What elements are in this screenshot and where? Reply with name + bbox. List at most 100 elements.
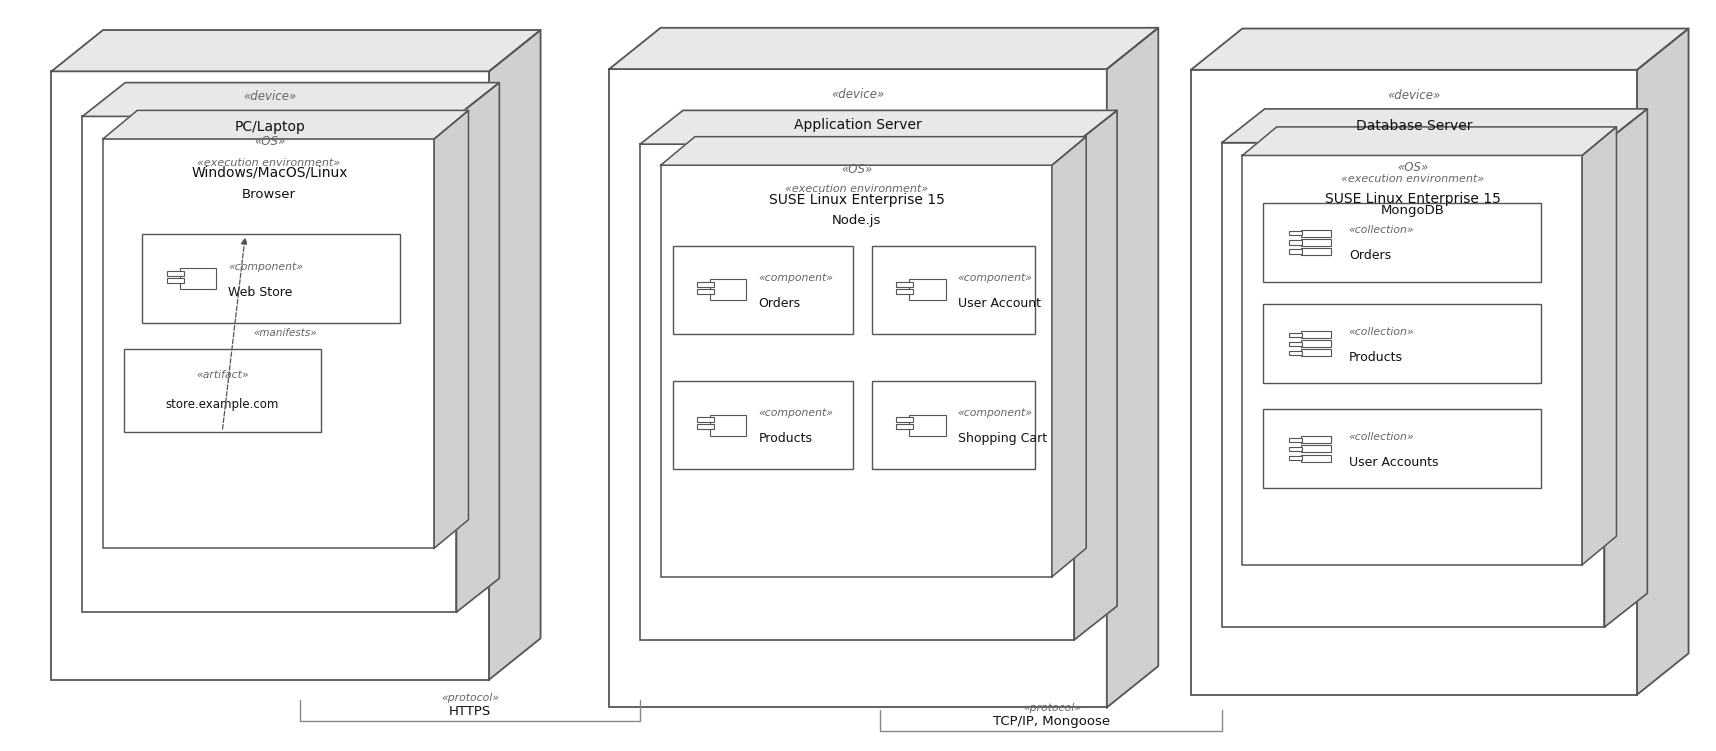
Text: Windows/MacOS/Linux: Windows/MacOS/Linux xyxy=(190,165,348,179)
Bar xyxy=(1242,155,1582,565)
Text: «device»: «device» xyxy=(1387,89,1441,101)
Text: Orders: Orders xyxy=(758,297,801,310)
Text: «artifact»: «artifact» xyxy=(196,370,249,381)
Polygon shape xyxy=(1191,29,1689,70)
Bar xyxy=(872,381,1035,469)
Bar xyxy=(1301,436,1332,443)
Bar xyxy=(166,278,184,283)
Bar xyxy=(1301,445,1332,452)
Bar xyxy=(1301,230,1332,237)
Polygon shape xyxy=(1604,109,1647,627)
Bar xyxy=(1301,349,1332,357)
Bar xyxy=(1301,248,1332,255)
Text: PC/Laptop: PC/Laptop xyxy=(235,120,305,134)
Text: «device»: «device» xyxy=(244,90,297,103)
Text: «OS»: «OS» xyxy=(1397,161,1429,174)
Bar xyxy=(697,282,714,287)
Text: «device»: «device» xyxy=(831,88,885,101)
Text: MongoDB: MongoDB xyxy=(1380,204,1445,217)
Bar xyxy=(1263,409,1541,488)
Text: Web Store: Web Store xyxy=(228,285,293,299)
Polygon shape xyxy=(1052,137,1086,577)
Text: «component»: «component» xyxy=(758,273,834,283)
Bar xyxy=(1289,342,1302,346)
Bar xyxy=(697,417,714,422)
Text: «component»: «component» xyxy=(758,408,834,418)
Bar xyxy=(1289,456,1302,460)
Bar xyxy=(1289,438,1302,442)
Bar xyxy=(697,289,714,294)
Bar xyxy=(1301,239,1332,246)
Bar xyxy=(1263,304,1541,383)
Polygon shape xyxy=(661,137,1086,165)
Bar xyxy=(896,424,913,430)
Bar xyxy=(124,349,321,432)
Text: «collection»: «collection» xyxy=(1349,327,1414,336)
Text: SUSE Linux Enterprise 15: SUSE Linux Enterprise 15 xyxy=(769,193,946,207)
Bar xyxy=(697,424,714,430)
Polygon shape xyxy=(609,28,1158,69)
Bar xyxy=(180,268,216,289)
Bar xyxy=(1289,447,1302,451)
Bar xyxy=(872,246,1035,334)
Bar xyxy=(166,271,184,276)
Bar xyxy=(1222,143,1604,627)
Bar xyxy=(1289,231,1302,235)
Bar xyxy=(896,289,913,294)
Bar xyxy=(896,417,913,422)
Text: «protocol»: «protocol» xyxy=(1023,703,1081,713)
Bar xyxy=(710,415,746,436)
Bar xyxy=(1301,454,1332,462)
Bar xyxy=(909,415,946,436)
Text: «execution environment»: «execution environment» xyxy=(1340,174,1484,184)
Polygon shape xyxy=(1222,109,1647,143)
Text: «component»: «component» xyxy=(958,273,1033,283)
Bar xyxy=(609,69,1107,707)
Bar xyxy=(1191,70,1637,695)
Text: Products: Products xyxy=(758,432,812,445)
Bar xyxy=(710,279,746,300)
Bar xyxy=(673,246,853,334)
Text: «component»: «component» xyxy=(958,408,1033,418)
Bar xyxy=(909,279,946,300)
Text: SUSE Linux Enterprise 15: SUSE Linux Enterprise 15 xyxy=(1325,192,1502,206)
Bar xyxy=(640,144,1074,640)
Text: «OS»: «OS» xyxy=(254,135,285,148)
Text: Browser: Browser xyxy=(242,188,295,201)
Text: TCP/IP, Mongoose: TCP/IP, Mongoose xyxy=(994,715,1110,728)
Bar xyxy=(1263,203,1541,282)
Text: «execution environment»: «execution environment» xyxy=(784,184,928,194)
Text: store.example.com: store.example.com xyxy=(165,397,280,411)
Bar xyxy=(1289,333,1302,336)
Text: Orders: Orders xyxy=(1349,249,1392,262)
Text: «execution environment»: «execution environment» xyxy=(197,158,340,167)
Text: «collection»: «collection» xyxy=(1349,225,1414,235)
Polygon shape xyxy=(1074,110,1117,640)
Polygon shape xyxy=(1582,127,1616,565)
Polygon shape xyxy=(103,110,468,139)
Bar xyxy=(896,282,913,287)
Bar xyxy=(103,139,434,548)
Bar xyxy=(1289,240,1302,245)
Polygon shape xyxy=(640,110,1117,144)
Text: «protocol»: «protocol» xyxy=(441,693,499,704)
Text: Application Server: Application Server xyxy=(795,118,921,132)
Polygon shape xyxy=(1107,28,1158,707)
Text: HTTPS: HTTPS xyxy=(450,705,491,719)
Bar xyxy=(1289,351,1302,355)
Bar xyxy=(82,116,456,612)
Text: Products: Products xyxy=(1349,351,1402,363)
Polygon shape xyxy=(82,83,499,116)
Polygon shape xyxy=(489,30,541,680)
Text: «manifests»: «manifests» xyxy=(254,328,317,338)
Bar xyxy=(1301,331,1332,338)
Text: «component»: «component» xyxy=(228,261,304,272)
Text: «collection»: «collection» xyxy=(1349,432,1414,442)
Bar xyxy=(661,165,1052,577)
Text: Database Server: Database Server xyxy=(1356,119,1472,133)
Bar xyxy=(1301,340,1332,347)
Bar xyxy=(142,234,400,323)
Text: User Accounts: User Accounts xyxy=(1349,456,1438,469)
Polygon shape xyxy=(1637,29,1689,695)
Bar xyxy=(1289,249,1302,254)
